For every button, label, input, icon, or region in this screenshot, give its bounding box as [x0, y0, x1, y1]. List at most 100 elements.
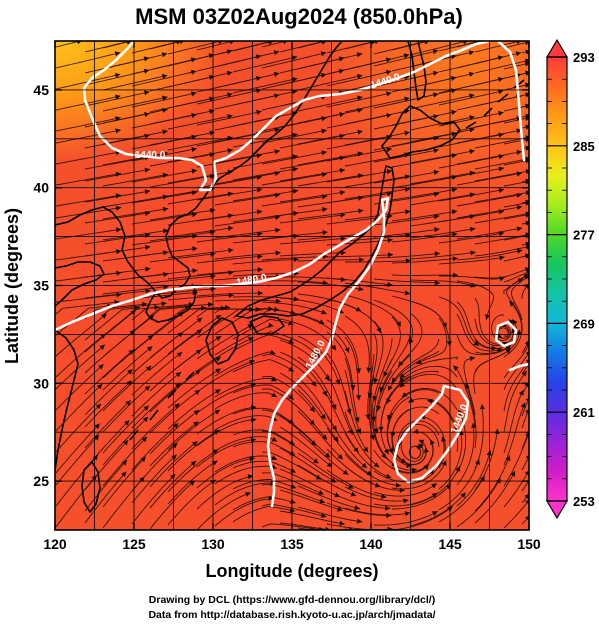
streamline-arrowhead: [227, 148, 233, 154]
streamline: [261, 173, 328, 186]
streamline-arrowhead: [195, 349, 202, 355]
streamline-arrowhead: [339, 520, 345, 526]
streamline-arrowhead: [134, 305, 140, 311]
streamline-arrowhead: [126, 41, 132, 45]
streamline: [102, 152, 168, 166]
streamline-arrowhead: [288, 339, 294, 344]
streamline: [131, 371, 182, 417]
streamline: [279, 447, 337, 483]
streamline-arrowhead: [433, 148, 439, 154]
streamline: [232, 155, 298, 169]
streamline-arrowhead: [115, 116, 121, 122]
streamline: [84, 307, 141, 341]
streamline-arrowhead: [96, 384, 103, 390]
streamline-arrowhead: [144, 112, 150, 118]
colorbar-ticks: 293 285 277 269 261 253: [547, 50, 595, 509]
streamline-arrowhead: [227, 92, 233, 98]
streamline-arrowhead: [324, 375, 330, 382]
streamline: [438, 475, 485, 523]
streamline-arrowhead: [378, 426, 384, 432]
streamline: [102, 130, 168, 145]
coastline-honshu: [235, 165, 395, 319]
streamline: [196, 41, 233, 51]
streamline-arrowhead: [411, 467, 417, 473]
streamline-arrowhead: [373, 428, 379, 434]
streamline-arrowhead: [190, 461, 197, 467]
streamline-arrowhead: [516, 248, 523, 254]
streamline-arrowhead: [322, 207, 328, 213]
streamline: [232, 41, 272, 52]
streamline: [503, 344, 529, 379]
streamline: [456, 422, 475, 486]
streamline: [452, 365, 476, 428]
streamline-arrowhead: [498, 187, 504, 193]
streamline: [279, 393, 328, 441]
streamline-arrowhead: [383, 371, 389, 377]
streamline: [503, 402, 526, 466]
streamline-arrowhead: [381, 493, 387, 499]
streamline: [214, 299, 281, 302]
streamline-arrowhead: [498, 166, 504, 172]
streamline: [373, 278, 440, 284]
streamline-arrowhead: [391, 377, 397, 383]
streamline: [55, 403, 102, 453]
streamline: [167, 170, 234, 184]
streamline-arrowhead: [525, 199, 529, 205]
streamline-arrowhead: [404, 290, 411, 296]
streamline-arrowhead: [358, 195, 364, 201]
streamline-arrowhead: [408, 397, 414, 403]
streamline-arrowhead: [322, 230, 328, 236]
streamline-arrowhead: [470, 226, 476, 232]
streamline-arrowhead: [383, 448, 389, 455]
streamline-arrowhead: [451, 131, 457, 137]
streamline: [392, 483, 452, 510]
streamline-arrowhead: [162, 206, 169, 212]
streamline-arrowhead: [145, 288, 151, 294]
streamline-arrowhead: [401, 392, 408, 398]
streamline: [297, 452, 354, 489]
streamline: [131, 306, 190, 333]
streamline-arrowhead: [274, 170, 280, 176]
streamline-arrowhead: [192, 441, 198, 447]
streamline: [344, 97, 410, 113]
streamline-arrowhead: [145, 244, 151, 251]
streamline: [409, 193, 476, 206]
streamline-arrowhead: [215, 368, 221, 374]
contour-label-1: 1440.0: [135, 150, 166, 161]
streamline-arrowhead: [255, 306, 261, 312]
streamline-arrowhead: [404, 130, 410, 136]
streamline-arrowhead: [190, 69, 197, 75]
streamline-arrowhead: [256, 175, 262, 181]
streamline: [344, 507, 411, 516]
streamline-arrowhead: [387, 414, 392, 421]
streamline-arrowhead: [255, 76, 262, 81]
streamline: [167, 249, 234, 259]
streamline-arrowhead: [358, 257, 364, 263]
streamline: [503, 181, 528, 187]
streamline-arrowhead: [496, 347, 503, 353]
streamline: [521, 410, 529, 429]
streamline: [84, 380, 133, 428]
streamline-arrowhead: [227, 135, 233, 141]
streamline-arrowhead: [484, 314, 490, 320]
streamline-arrowhead: [215, 356, 221, 362]
streamline-arrowhead: [471, 422, 477, 429]
streamline: [55, 207, 122, 219]
streamline-arrowhead: [144, 167, 150, 173]
streamline: [167, 149, 233, 163]
streamline-arrowhead: [433, 92, 439, 98]
streamline-arrowhead: [143, 68, 150, 74]
streamline: [196, 419, 257, 447]
streamline: [279, 372, 326, 420]
streamline-arrowhead: [176, 352, 183, 358]
streamline-arrowhead: [441, 460, 447, 466]
streamline-arrowhead: [388, 447, 393, 454]
streamline-arrowhead: [116, 270, 122, 276]
streamline-arrowhead: [320, 513, 327, 518]
streamline-arrowhead: [220, 305, 226, 311]
streamline-arrowhead: [322, 280, 328, 286]
streamline: [131, 331, 184, 375]
streamline: [131, 92, 197, 108]
streamline: [55, 129, 121, 144]
streamline: [232, 168, 299, 181]
